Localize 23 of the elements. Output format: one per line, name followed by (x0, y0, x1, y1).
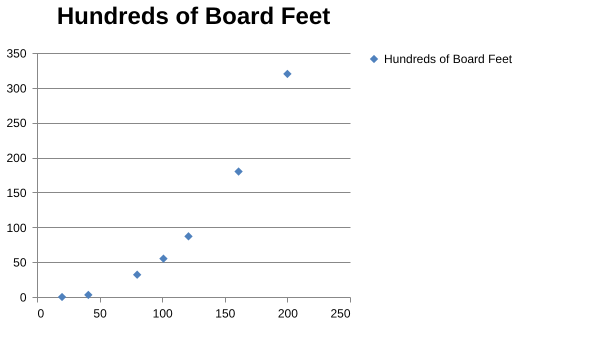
point (58, 292, 66, 302)
point (234, 167, 243, 176)
x-tick-label: 100 (152, 306, 174, 320)
x-tick-label: 50 (93, 306, 108, 320)
x-tick-label: 0 (38, 306, 44, 320)
point (283, 70, 292, 78)
y-tick-label: 350 (6, 46, 27, 60)
y-tick-label: 100 (6, 220, 27, 235)
point (184, 232, 193, 241)
point (132, 270, 142, 279)
y-tick-label: 200 (6, 151, 27, 166)
x-tick-label: 200 (278, 306, 298, 320)
y-tick-label: 50 (13, 256, 27, 270)
y-tick-label: 150 (6, 186, 27, 200)
chart-title: Hundreds of Board Feet (56, 3, 330, 30)
x-tick-label: 150 (215, 306, 236, 320)
legend-label: Hundreds of Board Feet (384, 52, 513, 66)
x-tick-label: 250 (330, 306, 351, 320)
y-tick-label: 250 (6, 116, 27, 130)
y-tick-label: 0 (20, 290, 27, 304)
point (84, 290, 93, 300)
y-tick-label: 300 (6, 81, 27, 96)
point (159, 254, 168, 263)
